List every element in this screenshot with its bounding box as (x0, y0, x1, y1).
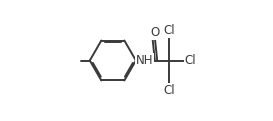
Text: Cl: Cl (164, 24, 176, 37)
Text: NH: NH (135, 54, 153, 67)
Text: Cl: Cl (164, 84, 176, 97)
Text: Cl: Cl (185, 54, 196, 67)
Text: O: O (150, 26, 159, 39)
